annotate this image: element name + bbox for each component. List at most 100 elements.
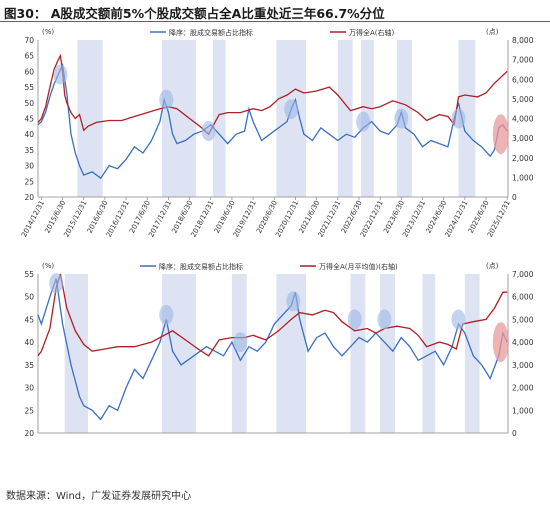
x-tick-label-20: 2024/12/31 xyxy=(444,199,470,238)
left-tick-label-2: 30 xyxy=(24,384,34,393)
series-line-0 xyxy=(37,278,508,421)
x-tick-label-13: 2021/6/30 xyxy=(297,199,321,234)
chart-bottom: 20 25 30 35 40 45 50 55 0 1,000 2,000 3,000 4,000 5,0… xyxy=(24,262,534,438)
right-tick-label-7: 7,000 xyxy=(512,56,534,65)
x-tick-label-15: 2022/6/30 xyxy=(340,199,364,234)
x-tick-label-12: 2020/12/31 xyxy=(274,199,300,238)
right-tick-label-8: 8,000 xyxy=(512,36,534,45)
legend-label-red: 万得全A(右轴) xyxy=(349,28,395,37)
legend-label-red: 万得全A(月平均值)(右轴) xyxy=(319,262,398,271)
x-tick-label-10: 2019/12/31 xyxy=(232,199,258,238)
x-tick-label-14: 2021/12/31 xyxy=(317,199,343,238)
left-tick-label-7: 55 xyxy=(24,83,34,92)
series-line-1 xyxy=(37,53,508,136)
shaded-period-2 xyxy=(231,274,247,433)
shaded-period-7 xyxy=(458,40,476,197)
x-tick-label-1: 2015/6/30 xyxy=(43,199,67,234)
x-tick-label-3: 2016/6/30 xyxy=(86,199,110,234)
shaded-period-6 xyxy=(422,274,436,433)
x-tick-label-18: 2023/12/31 xyxy=(401,199,427,238)
series-line-1 xyxy=(37,273,508,357)
chart-top: 20 25 30 35 40 45 50 55 60 65 70 0 1,000 2,000 3,000 4,… xyxy=(20,28,534,239)
x-tick-label-4: 2016/12/31 xyxy=(105,199,131,238)
shaded-period-1 xyxy=(162,274,196,433)
left-tick-label-1: 25 xyxy=(24,406,34,415)
shaded-period-0 xyxy=(64,274,88,433)
highlight-circle-0 xyxy=(53,64,68,85)
left-tick-label-7: 55 xyxy=(24,270,34,279)
right-tick-label-5: 5,000 xyxy=(512,315,534,324)
legend-label-blue: 降序：股成交易额占比指标 xyxy=(159,262,243,271)
x-tick-label-8: 2018/12/31 xyxy=(190,199,216,238)
series-line-0 xyxy=(37,62,508,180)
shaded-period-5 xyxy=(380,274,395,433)
highlight-circle-0 xyxy=(49,273,64,294)
shaded-period-4 xyxy=(350,274,366,433)
x-tick-label-22: 2025/12/31 xyxy=(486,199,512,238)
right-tick-label-1: 1,000 xyxy=(512,406,534,415)
right-tick-label-4: 4,000 xyxy=(512,115,534,124)
left-tick-label-6: 50 xyxy=(24,293,34,302)
right-tick-label-3: 3,000 xyxy=(512,361,534,370)
left-tick-label-9: 65 xyxy=(24,52,34,61)
left-tick-label-1: 25 xyxy=(24,177,34,186)
source-note: 数据来源：Wind，广发证券发展研究中心 xyxy=(6,491,192,502)
highlight-circle-5 xyxy=(377,309,392,330)
x-tick-label-19: 2024/6/30 xyxy=(424,199,448,234)
right-tick-label-0: 0 xyxy=(512,429,517,438)
highlight-circle-2 xyxy=(201,121,216,142)
right-tick-label-0: 0 xyxy=(512,193,517,202)
left-tick-label-2: 30 xyxy=(24,162,34,171)
x-tick-label-6: 2017/12/31 xyxy=(147,199,173,238)
highlight-circle-1 xyxy=(159,304,174,325)
left-tick-label-5: 45 xyxy=(24,315,34,324)
shaded-period-2 xyxy=(212,40,226,197)
x-tick-label-21: 2025/6/30 xyxy=(467,199,491,234)
right-tick-label-4: 4,000 xyxy=(512,338,534,347)
x-tick-label-11: 2020/6/30 xyxy=(255,199,279,234)
title-divider xyxy=(0,21,550,22)
left-tick-label-0: 20 xyxy=(24,429,34,438)
highlight-circle-2 xyxy=(233,332,248,353)
highlight-circle-5 xyxy=(394,108,409,129)
x-tick-label-2: 2015/12/31 xyxy=(62,199,88,238)
left-tick-label-5: 45 xyxy=(24,115,34,124)
left-tick-label-4: 40 xyxy=(24,338,34,347)
x-tick-label-0: 2014/12/31 xyxy=(20,199,46,238)
x-tick-label-9: 2019/6/30 xyxy=(213,199,237,234)
highlight-circle-6 xyxy=(451,309,466,330)
highlight-circle-3 xyxy=(284,99,299,120)
left-tick-label-8: 60 xyxy=(24,67,34,76)
highlight-circle-4 xyxy=(356,111,371,132)
right-tick-label-5: 5,000 xyxy=(512,95,534,104)
current-highlight xyxy=(492,322,509,363)
left-tick-label-4: 40 xyxy=(24,130,34,139)
highlight-circle-6 xyxy=(451,108,466,129)
left-axis-unit: (%) xyxy=(42,28,54,36)
right-tick-label-1: 1,000 xyxy=(512,173,534,182)
right-tick-label-2: 2,000 xyxy=(512,154,534,163)
highlight-circle-1 xyxy=(159,89,174,110)
right-tick-label-2: 2,000 xyxy=(512,384,534,393)
left-tick-label-10: 70 xyxy=(24,36,34,45)
left-axis-unit: (%) xyxy=(42,262,54,270)
shaded-period-4 xyxy=(337,40,353,197)
left-tick-label-3: 35 xyxy=(24,361,34,370)
right-tick-label-3: 3,000 xyxy=(512,134,534,143)
left-tick-label-6: 50 xyxy=(24,99,34,108)
x-tick-label-17: 2023/6/30 xyxy=(382,199,406,234)
x-tick-label-7: 2018/6/30 xyxy=(170,199,194,234)
figure-title: 图30： A股成交额前5%个股成交额占全A比重处近三年66.7%分位 xyxy=(4,6,385,21)
left-tick-label-0: 20 xyxy=(24,193,34,202)
left-tick-label-3: 35 xyxy=(24,146,34,155)
shaded-period-1 xyxy=(162,40,196,197)
x-tick-label-16: 2022/12/31 xyxy=(359,199,385,238)
current-highlight xyxy=(492,114,509,155)
right-axis-unit: (点) xyxy=(486,262,499,270)
highlight-circle-4 xyxy=(347,309,362,330)
right-axis-unit: (点) xyxy=(486,28,499,36)
right-tick-label-7: 7,000 xyxy=(512,270,534,279)
legend-label-blue: 降序：股成交易额占比指标 xyxy=(169,28,253,37)
right-tick-label-6: 6,000 xyxy=(512,75,534,84)
highlight-circle-3 xyxy=(286,291,301,312)
